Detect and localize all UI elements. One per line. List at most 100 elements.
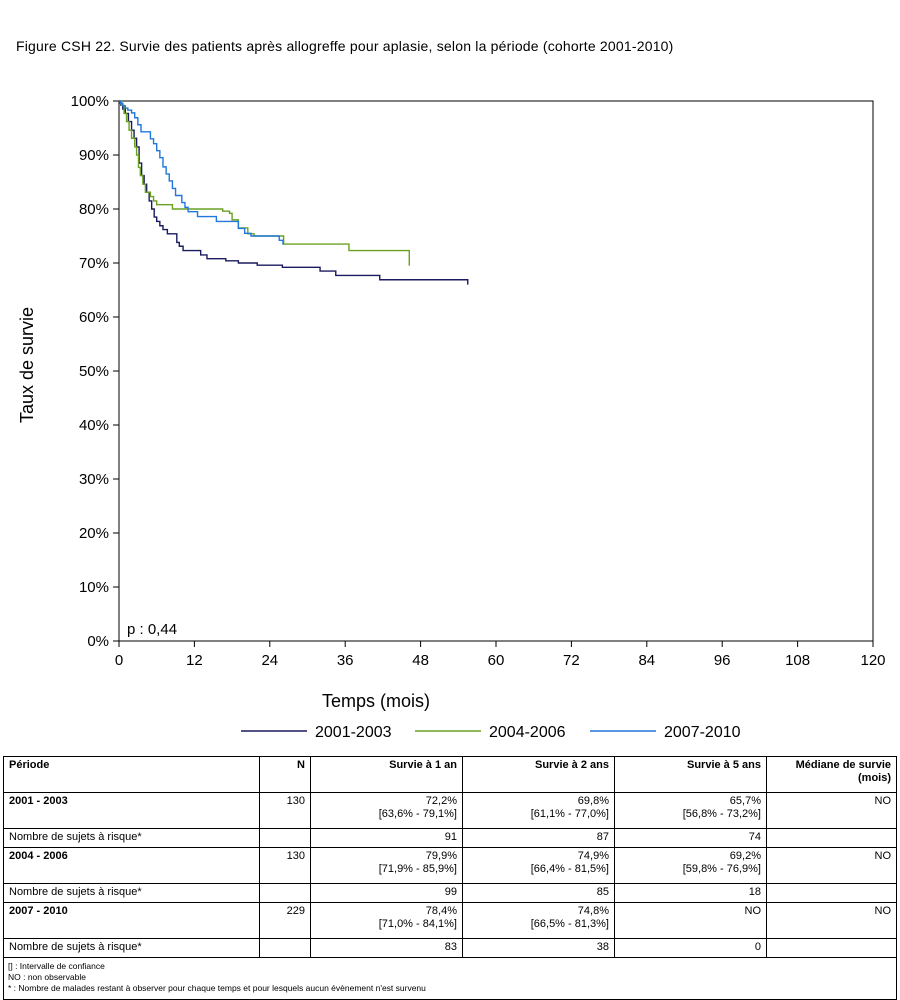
x-tick-label: 24 <box>261 652 278 669</box>
survival-table: Période N Survie à 1 an Survie à 2 ans S… <box>3 756 897 1000</box>
value: 72,2% <box>425 795 457 807</box>
y-tick-label: 100% <box>71 93 109 110</box>
chart-axes: 0% 10% 20% 30% 40% 50% 60% 70% 80% 90% 100% 0 12 24 36… <box>17 93 886 711</box>
risk-5y-cell: 18 <box>614 883 767 903</box>
table-notes: [] : Intervalle de confiance NO : non ob… <box>3 957 897 1000</box>
note-line: NO : non observable <box>8 972 86 982</box>
empty-cell <box>259 828 311 848</box>
table-row: Nombre de sujets à risque* 99 85 18 <box>3 883 897 903</box>
period-cell: 2007 - 2010 <box>3 902 260 939</box>
survival-5y-cell: NO <box>614 902 767 939</box>
x-tick-label: 60 <box>488 652 505 669</box>
note-line: [] : Intervalle de confiance <box>8 961 105 971</box>
empty-cell <box>766 828 897 848</box>
x-axis-label: Temps (mois) <box>322 691 430 711</box>
survival-5y-cell: 65,7% [56,8% - 73,2%] <box>614 792 767 829</box>
y-tick-label: 10% <box>79 579 109 596</box>
value: 78,4% <box>425 905 457 917</box>
header-survie-5ans: Survie à 5 ans <box>614 756 767 793</box>
survival-1y-cell: 72,2% [63,6% - 79,1%] <box>310 792 463 829</box>
x-tick-label: 120 <box>860 652 885 669</box>
chart-series <box>119 100 469 285</box>
value: 69,2% <box>729 850 761 862</box>
confidence-interval: [71,0% - 84,1%] <box>378 918 457 930</box>
confidence-interval: [66,4% - 81,5%] <box>530 863 609 875</box>
table-row: 2004 - 2006 130 79,9% [71,9% - 85,9%] 74,… <box>3 847 897 884</box>
survival-1y-cell: 79,9% [71,9% - 85,9%] <box>310 847 463 884</box>
risk-label-cell: Nombre de sujets à risque* <box>3 828 260 848</box>
value: 74,8% <box>577 905 609 917</box>
x-tick-label: 84 <box>638 652 655 669</box>
survival-chart: 0% 10% 20% 30% 40% 50% 60% 70% 80% 90% 100% 0 12 24 36… <box>17 93 886 741</box>
x-tick-label: 72 <box>563 652 580 669</box>
x-tick-label: 12 <box>186 652 203 669</box>
confidence-interval: [71,9% - 85,9%] <box>378 863 457 875</box>
table-row: Nombre de sujets à risque* 83 38 0 <box>3 938 897 958</box>
period-cell: 2001 - 2003 <box>3 792 260 829</box>
y-tick-label: 0% <box>87 633 109 650</box>
x-tick-label: 0 <box>115 652 123 669</box>
confidence-interval: [66,5% - 81,3%] <box>530 918 609 930</box>
value: NO <box>744 905 762 917</box>
header-survie-1an: Survie à 1 an <box>310 756 463 793</box>
y-tick-label: 70% <box>79 255 109 272</box>
y-axis-label: Taux de survie <box>17 307 37 423</box>
y-tick-label: 60% <box>79 309 109 326</box>
y-tick-label: 80% <box>79 201 109 218</box>
x-tick-label: 36 <box>337 652 354 669</box>
header-periode: Période <box>3 756 260 793</box>
empty-cell <box>259 938 311 958</box>
median-cell: NO <box>766 792 897 829</box>
risk-5y-cell: 0 <box>614 938 767 958</box>
p-value-annotation: p : 0,44 <box>127 621 177 638</box>
confidence-interval: [56,8% - 73,2%] <box>682 808 761 820</box>
survival-5y-cell: 69,2% [59,8% - 76,9%] <box>614 847 767 884</box>
legend-label-2004-2006: 2004-2006 <box>489 724 566 741</box>
chart-legend: 2001-2003 2004-2006 2007-2010 <box>241 724 741 741</box>
header-mediane: Médiane de survie (mois) <box>766 756 897 793</box>
header-survie-2ans: Survie à 2 ans <box>462 756 615 793</box>
y-tick-label: 20% <box>79 525 109 542</box>
period-cell: 2004 - 2006 <box>3 847 260 884</box>
n-cell: 130 <box>259 847 311 884</box>
x-tick-label: 48 <box>412 652 429 669</box>
table-row: 2001 - 2003 130 72,2% [63,6% - 79,1%] 69,… <box>3 792 897 829</box>
risk-1y-cell: 91 <box>310 828 463 848</box>
series-line-2001-2003 <box>119 100 469 285</box>
risk-2y-cell: 85 <box>462 883 615 903</box>
value: 74,9% <box>577 850 609 862</box>
median-cell: NO <box>766 847 897 884</box>
value: 79,9% <box>425 850 457 862</box>
table-header-row: Période N Survie à 1 an Survie à 2 ans S… <box>3 756 897 793</box>
table-notes-row: [] : Intervalle de confiance NO : non ob… <box>3 957 897 1000</box>
value: 69,8% <box>577 795 609 807</box>
series-line-2004-2006 <box>119 100 410 266</box>
n-cell: 229 <box>259 902 311 939</box>
risk-5y-cell: 74 <box>614 828 767 848</box>
legend-label-2007-2010: 2007-2010 <box>664 724 741 741</box>
survival-2y-cell: 74,8% [66,5% - 81,3%] <box>462 902 615 939</box>
empty-cell <box>766 938 897 958</box>
survival-1y-cell: 78,4% [71,0% - 84,1%] <box>310 902 463 939</box>
x-tick-label: 108 <box>785 652 810 669</box>
median-cell: NO <box>766 902 897 939</box>
figure-title: Figure CSH 22. Survie des patients après… <box>16 38 674 54</box>
survival-2y-cell: 74,9% [66,4% - 81,5%] <box>462 847 615 884</box>
empty-cell <box>259 883 311 903</box>
value: 65,7% <box>729 795 761 807</box>
header-n: N <box>259 756 311 793</box>
legend-label-2001-2003: 2001-2003 <box>315 724 392 741</box>
risk-1y-cell: 99 <box>310 883 463 903</box>
note-line: * : Nombre de malades restant à observer… <box>8 983 426 993</box>
survival-2y-cell: 69,8% [61,1% - 77,0%] <box>462 792 615 829</box>
risk-2y-cell: 38 <box>462 938 615 958</box>
risk-label-cell: Nombre de sujets à risque* <box>3 883 260 903</box>
n-cell: 130 <box>259 792 311 829</box>
y-tick-label: 40% <box>79 417 109 434</box>
y-tick-label: 90% <box>79 147 109 164</box>
table-row: 2007 - 2010 229 78,4% [71,0% - 84,1%] 74,… <box>3 902 897 939</box>
empty-cell <box>766 883 897 903</box>
confidence-interval: [63,6% - 79,1%] <box>378 808 457 820</box>
confidence-interval: [59,8% - 76,9%] <box>682 863 761 875</box>
table-row: Nombre de sujets à risque* 91 87 74 <box>3 828 897 848</box>
